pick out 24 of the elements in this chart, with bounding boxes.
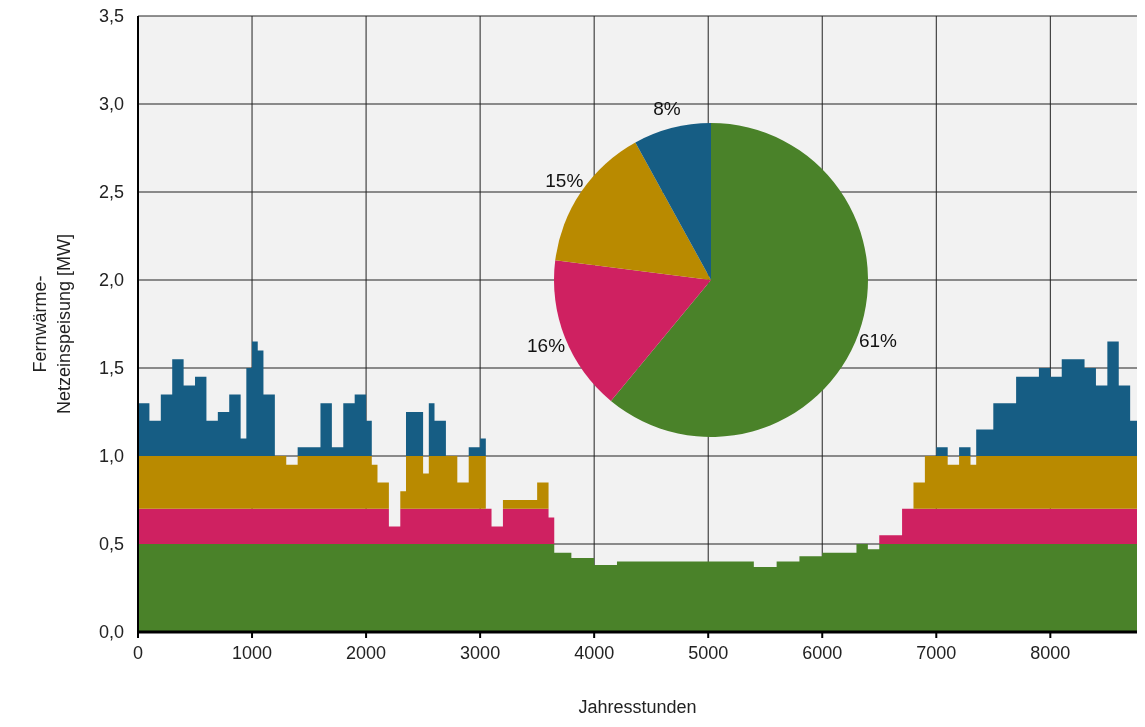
data-label: 15% (545, 170, 584, 192)
data-label: 16% (527, 335, 566, 357)
x-tick-label: 0 (132, 643, 144, 663)
x-tick-label: 1000 (232, 643, 273, 663)
x-tick-label: 6000 (802, 643, 843, 663)
data-label: 8% (653, 98, 681, 120)
y-tick-label: 1,5 (98, 358, 124, 378)
data-label: 61% (858, 330, 898, 352)
y-tick-label: 2,0 (98, 270, 124, 290)
x-tick-label: 4000 (574, 643, 615, 663)
x-axis-title: Jahresstunden (578, 697, 697, 717)
y-tick-label: 0,5 (98, 534, 124, 554)
x-tick-label: 2000 (346, 643, 387, 663)
y-tick-label: 0,0 (98, 622, 124, 642)
x-tick-label: 3000 (460, 643, 501, 663)
y-tick-label: 2,5 (98, 182, 124, 202)
x-tick-label: 5000 (688, 643, 729, 663)
y-tick-label: 3,5 (98, 6, 124, 26)
x-tick-label: 7000 (916, 643, 957, 663)
y-axis-title: Fernwärme-Netzeinspeisung [MW] (30, 233, 74, 415)
pie-slice (635, 123, 711, 280)
x-tick-label: 8000 (1030, 643, 1071, 663)
y-tick-label: 3,0 (98, 94, 124, 114)
y-tick-label: 1,0 (98, 446, 124, 466)
